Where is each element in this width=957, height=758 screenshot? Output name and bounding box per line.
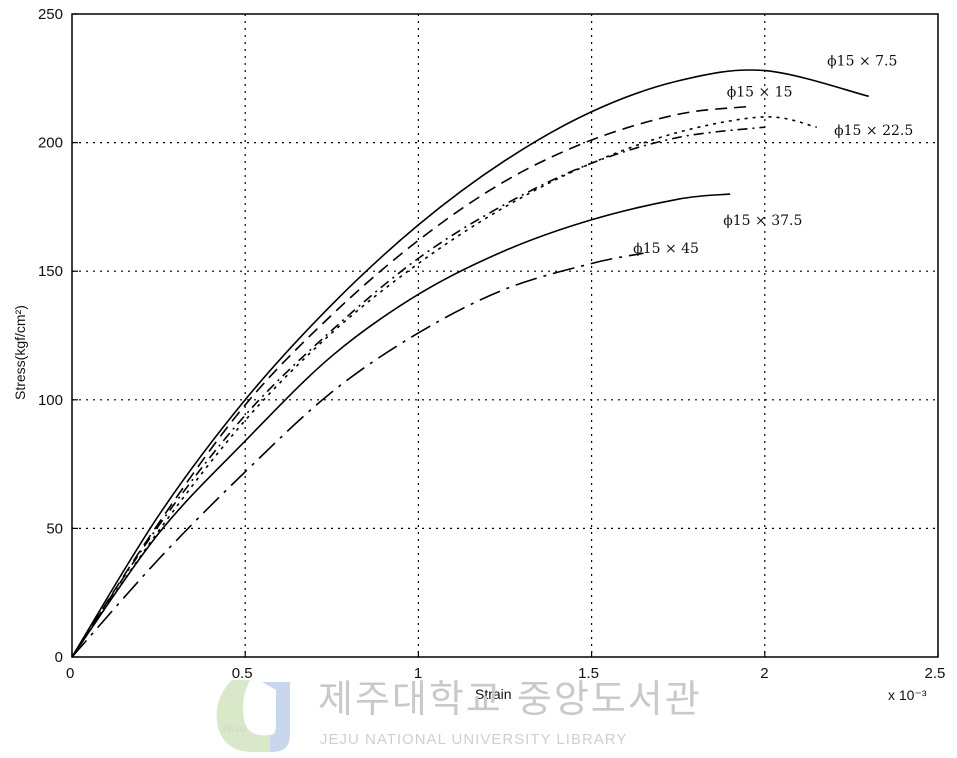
y-tick-label: 50: [46, 520, 63, 537]
series-label-1: ϕ15 × 7.5: [827, 53, 897, 69]
series-label-6: ϕ15 × 45: [633, 241, 699, 257]
plot-frame: [71, 13, 939, 658]
x-tick-label: 0.5: [232, 665, 253, 682]
y-tick-label: 200: [38, 135, 63, 152]
series-line-5: [71, 193, 731, 658]
watermark-english: JEJU NATIONAL UNIVERSITY LIBRARY: [320, 731, 627, 748]
series-line-4: [71, 126, 765, 658]
y-tick-label: 0: [55, 649, 63, 666]
x-axis-multiplier: x 10⁻³: [888, 687, 927, 703]
university-logo: JEJU: [216, 680, 290, 752]
series-line-3: [71, 116, 817, 658]
series-line-6: [71, 252, 644, 658]
x-axis-label: Strain: [475, 686, 512, 702]
watermark-korean: 제주대학교 중앙도서관: [318, 677, 702, 721]
series-labels: ϕ15 × 7.5 ϕ15 × 15 ϕ15 × 22.5 ϕ15 × 37.5 ϕ15…: [633, 53, 913, 257]
series-line-1: [71, 69, 869, 658]
logo-text: JEJU: [222, 724, 248, 734]
axis-ticks: 0 0.5 1 1.5 2 2.5 0 50 100 150 200 250: [38, 6, 945, 682]
y-tick-label: 150: [38, 263, 63, 280]
grid: [72, 14, 938, 657]
y-tick-label: 250: [38, 6, 63, 23]
x-tick-label: 2.5: [925, 665, 946, 682]
x-tick-label: 1.5: [578, 665, 599, 682]
y-tick-label: 100: [38, 392, 63, 409]
series-label-5: ϕ15 × 37.5: [723, 213, 802, 229]
x-tick-label: 1: [414, 665, 422, 682]
x-tick-label: 2: [760, 665, 768, 682]
y-axis-label: Stress(kgf/cm²): [12, 305, 28, 400]
series-group: [71, 69, 869, 658]
series-label-3: ϕ15 × 22.5: [834, 123, 913, 139]
series-line-2: [71, 105, 748, 658]
x-tick-label: 0: [66, 665, 74, 682]
library-watermark: JEJU 제주대학교 중앙도서관 JEJU NATIONAL UNIVERSIT…: [216, 677, 702, 752]
series-label-2: ϕ15 × 15: [727, 84, 793, 100]
